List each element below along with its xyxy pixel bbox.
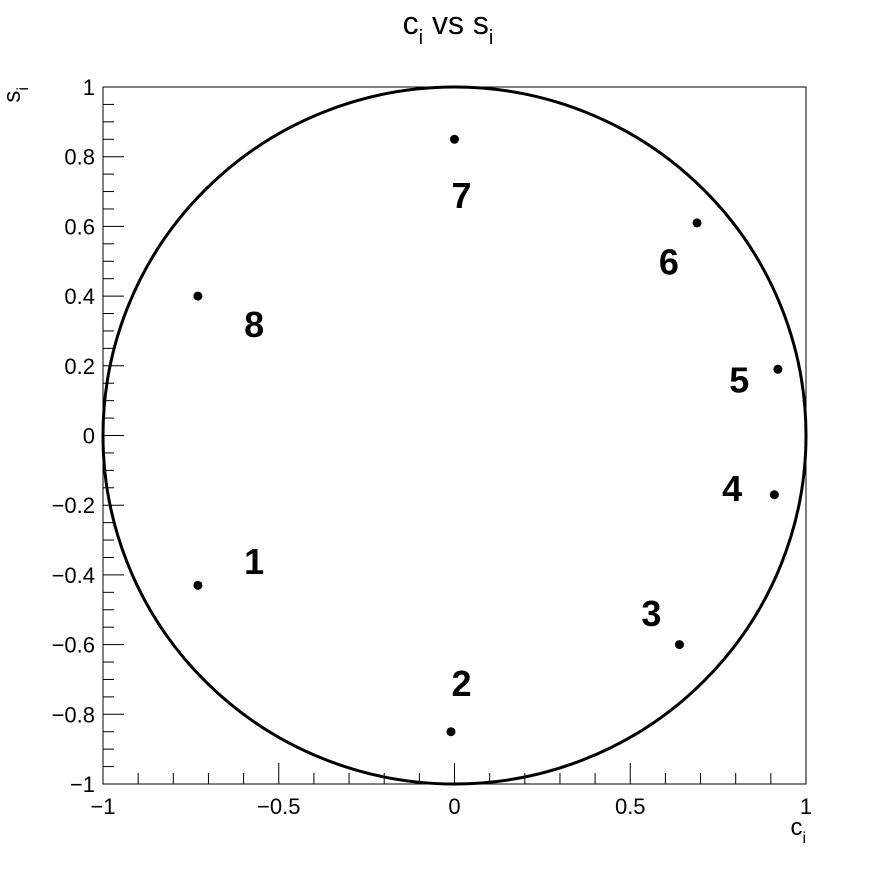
y-tick-label: −0.6 [52,633,95,658]
data-point-2 [446,727,456,737]
x-tick-label: −0.5 [257,794,300,819]
y-tick-label: −0.2 [52,493,95,518]
y-axis-title-sub: i [15,87,32,91]
data-point-6 [692,218,702,228]
point-label-3: 3 [641,593,661,634]
point-label-1: 1 [244,541,264,582]
y-tick-label: 0.8 [64,145,95,170]
data-point-3 [674,640,684,650]
y-tick-label: 0.2 [64,354,95,379]
point-label-7: 7 [452,175,472,216]
data-points [193,134,783,737]
data-point-7 [450,134,459,144]
point-label-5: 5 [729,360,749,401]
data-point-4 [769,490,779,500]
data-point-1 [193,580,203,590]
data-point-8 [193,291,203,301]
x-tick-label: −1 [90,794,115,819]
x-axis-title-sub: i [802,830,806,847]
y-tick-label: 0.6 [64,214,95,239]
y-tick-label: −0.8 [52,702,95,727]
y-tick-label: −1 [70,772,95,797]
y-axis-title-main: s [0,91,26,103]
x-axis-title-main: c [790,814,802,841]
x-tick-label: 0.5 [615,794,646,819]
y-axis-tick-labels: −1 −0.8 −0.6 −0.4 −0.2 0 0.2 0.4 0.6 0.8 1 [52,75,95,797]
point-labels: 1 2 3 4 5 6 7 8 [244,175,749,704]
point-label-2: 2 [452,663,472,704]
x-tick-label: 1 [800,794,812,819]
y-axis-title: si [0,87,32,103]
chart-title-sub1: i [419,27,423,49]
x-tick-label: 0 [448,794,460,819]
chart-title-mid: vs s [423,5,489,41]
chart-title: ci vs si [403,5,494,49]
y-tick-label: 0.4 [64,284,95,309]
chart-title-sub2: i [489,27,493,49]
point-label-6: 6 [659,241,679,282]
chart-title-main: c [403,5,419,41]
x-axis-title: ci [790,814,806,847]
unit-circle [101,85,808,786]
point-label-4: 4 [722,468,742,509]
data-point-5 [773,364,783,374]
y-tick-label: 0 [83,424,95,449]
y-tick-label: −0.4 [52,563,95,588]
y-tick-label: 1 [83,75,95,100]
x-axis-ticks [102,763,807,784]
point-label-8: 8 [244,304,264,345]
x-axis-tick-labels: −1 −0.5 0 0.5 1 [90,794,812,819]
